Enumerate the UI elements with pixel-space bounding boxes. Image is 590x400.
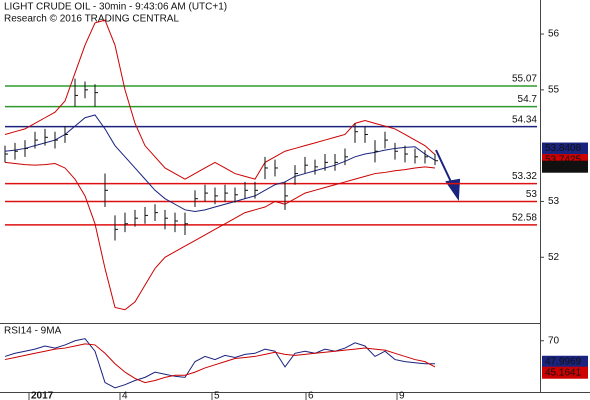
level-label: 53	[526, 189, 538, 200]
chart-subtitle: Research © 2016 TRADING CENTRAL	[4, 14, 179, 25]
chart-title: LIGHT CRUDE OIL - 30min - 9:43:06 AM (UT…	[4, 2, 227, 13]
level-label: 53.32	[512, 171, 537, 182]
rsi-title: RSI14 - 9MA	[4, 326, 62, 337]
y-tick-label: 70	[548, 335, 560, 346]
rsi-line	[4, 343, 436, 384]
x-tick-label: 2017	[31, 391, 54, 400]
rsi-line	[4, 338, 435, 389]
value-label: 45.1641	[545, 367, 582, 378]
value-label: 47.9969	[545, 356, 582, 367]
x-labels: 2017 4 5 6 9	[28, 391, 405, 400]
price-box	[542, 142, 588, 155]
y-tick-label: 56	[548, 29, 560, 40]
price-label: 53.73	[545, 161, 570, 172]
x-tick-label: 6	[308, 391, 314, 400]
y-tick-label: 53	[548, 196, 560, 207]
price-box	[542, 160, 588, 173]
value-box	[542, 355, 588, 368]
level-label: 54.34	[512, 114, 537, 125]
level-label: 55.07	[512, 74, 537, 85]
level-label: 52.58	[512, 213, 537, 224]
price-label: 53.7425	[545, 155, 582, 166]
forecast-arrow	[435, 149, 461, 201]
overlay-line	[4, 19, 436, 180]
level-label: 54.7	[518, 94, 538, 105]
overlay-line	[4, 161, 436, 311]
y-tick-label: 55	[548, 84, 560, 95]
x-tick-label: 4	[122, 391, 128, 400]
y-tick-label: 52	[548, 252, 560, 263]
value-box	[542, 366, 588, 379]
x-tick-label: 9	[399, 391, 405, 400]
x-tick-label: 5	[214, 391, 220, 400]
price-label: 53.8408	[545, 143, 582, 154]
overlay-line	[4, 114, 436, 213]
